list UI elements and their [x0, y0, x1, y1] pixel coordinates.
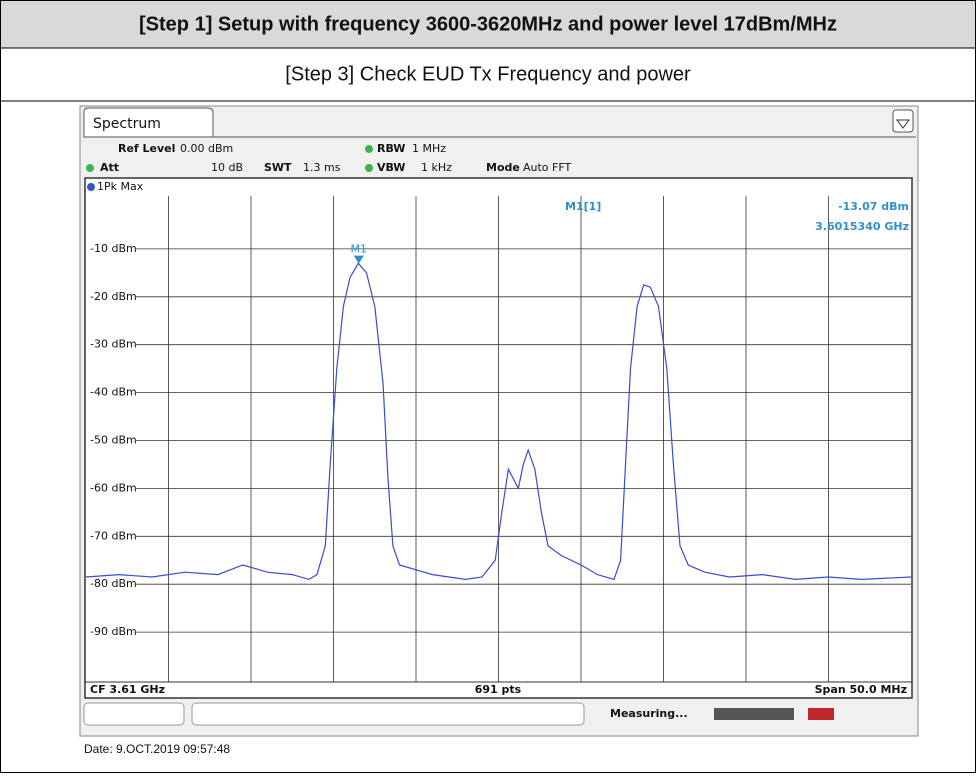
tab[interactable] [83, 107, 214, 138]
header-row [1, 1, 975, 48]
status-text: Measuring... [610, 707, 688, 720]
tab-label: Spectrum [93, 116, 161, 132]
setting-value: 10 dB [211, 161, 243, 174]
trace-dot [87, 183, 95, 191]
setting-value: 1.3 ms [303, 161, 341, 174]
footer-text: Span 50.0 MHz [815, 683, 907, 696]
setting-value: 0.00 dBm [180, 142, 233, 155]
trace [85, 262, 912, 581]
y-tick-label: -70 dBm [90, 529, 137, 542]
setting-value: 1 kHz [421, 161, 452, 174]
setting-label: Att [100, 161, 119, 174]
status-dot [86, 164, 94, 172]
setting-label: Mode [486, 161, 520, 174]
vertical-grid [168, 196, 829, 682]
progress-bar [714, 708, 794, 720]
y-tick-label: -50 dBm [90, 434, 137, 447]
status-dot [365, 164, 373, 172]
menu-icon-arrow [896, 119, 910, 129]
date: Date: 9.OCT.2019 09:57:48 [84, 742, 230, 756]
footer-text: 691 pts [475, 683, 522, 696]
marker-header: M1[1] [565, 200, 601, 213]
setting-label: VBW [377, 161, 405, 174]
setting-label: Ref Level [118, 142, 175, 155]
status-box [191, 702, 585, 726]
setting-value: Auto FFT [523, 161, 571, 174]
y-tick-label: -60 dBm [90, 481, 137, 494]
trace-label: 1Pk Max [97, 180, 144, 193]
y-tick-label: -30 dBm [90, 338, 137, 351]
status-dot [365, 145, 373, 153]
y-tick-label: -20 dBm [90, 290, 137, 303]
header-title: [Step 1] Setup with frequency 3600-3620M… [139, 13, 837, 35]
marker-x: 3.6015340 GHz [815, 220, 909, 233]
indicator [808, 708, 834, 720]
setting-label: RBW [377, 142, 405, 155]
marker [353, 255, 364, 264]
status-box [83, 702, 185, 726]
y-tick-label: -10 dBm [90, 242, 137, 255]
setting-value: 1 MHz [412, 142, 446, 155]
y-tick-label: -40 dBm [90, 386, 137, 399]
header-subtitle: [Step 3] Check EUD Tx Frequency and powe… [285, 63, 691, 85]
footer-text: CF 3.61 GHz [90, 683, 165, 696]
menu-icon[interactable] [892, 109, 914, 133]
marker-name: M1 [351, 243, 368, 256]
y-tick-label: -80 dBm [90, 577, 137, 590]
marker-value: -13.07 dBm [838, 200, 909, 213]
y-tick-label: -90 dBm [90, 625, 137, 638]
setting-label: SWT [264, 161, 292, 174]
